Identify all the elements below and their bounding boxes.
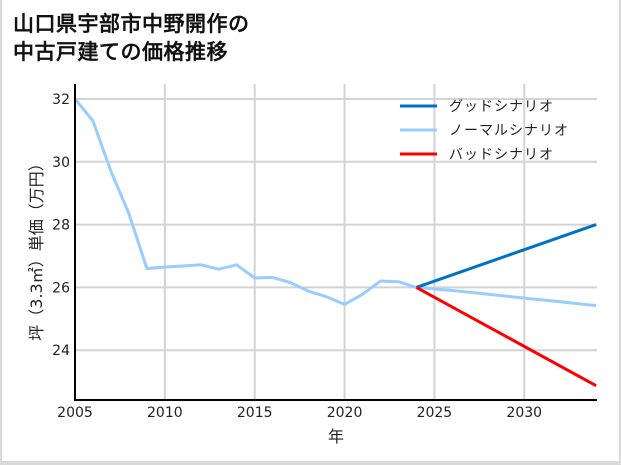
axes [74, 84, 597, 401]
chart-title: 山口県宇部市中野開作の 中古戸建ての価格推移 [13, 10, 250, 66]
legend-normal-label: ノーマルシナリオ [449, 123, 569, 139]
y-tick-label: 32 [52, 92, 70, 108]
y-axis-label: 坪（3.3㎡）単価（万円） [27, 155, 46, 340]
x-tick-label: 2005 [57, 405, 93, 421]
grid-lines [74, 84, 597, 400]
x-tick-label: 2015 [237, 405, 273, 421]
plot-series [73, 98, 597, 388]
x-tick-label: 2030 [506, 405, 542, 421]
legend-bad-label: バッドシナリオ [449, 147, 554, 163]
x-tick-label: 2020 [327, 405, 363, 421]
x-axis-label: 年 [328, 427, 344, 446]
y-tick-label: 26 [52, 280, 70, 296]
x-tick-label: 2025 [417, 405, 453, 421]
chart-title-line1: 山口県宇部市中野開作の [13, 12, 250, 36]
y-tick-label: 24 [52, 343, 70, 359]
series-good-line [415, 223, 597, 289]
x-tick-labels: 2005 2010 2015 2020 2025 2030 [57, 405, 542, 421]
y-tick-label: 28 [52, 218, 70, 234]
series-bad-line [415, 286, 597, 388]
series-normal-history-line [73, 98, 417, 306]
y-tick-labels: 24 26 28 30 32 [52, 92, 70, 359]
chart-title-line2: 中古戸建ての価格推移 [13, 40, 228, 64]
y-tick-label: 30 [52, 155, 70, 171]
x-tick-label: 2010 [147, 405, 183, 421]
series-normal-forecast-line [416, 285, 597, 308]
legend-good-label: グッドシナリオ [449, 99, 554, 115]
